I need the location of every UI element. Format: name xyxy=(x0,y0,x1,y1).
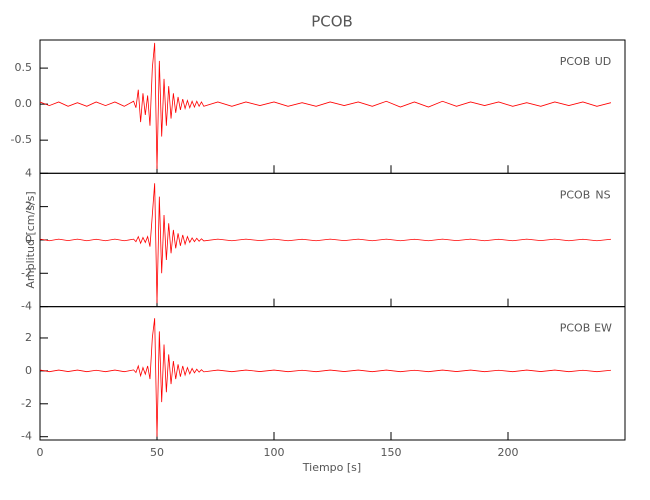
station-label: PCOB xyxy=(560,188,591,201)
y-tick-label: -2 xyxy=(21,397,32,410)
x-tick-label: 150 xyxy=(381,446,402,459)
waveform xyxy=(39,183,612,304)
y-tick-label: -0.5 xyxy=(11,133,32,146)
component-label: NS xyxy=(595,188,610,201)
x-tick-label: 200 xyxy=(498,446,519,459)
panel-frame xyxy=(39,39,626,174)
y-tick-label: 0.0 xyxy=(15,97,33,110)
waveform xyxy=(39,318,612,437)
x-tick-label: 0 xyxy=(37,446,44,459)
x-tick-label: 100 xyxy=(264,446,285,459)
x-tick-label: 50 xyxy=(150,446,164,459)
y-tick-label: -2 xyxy=(21,266,32,279)
y-tick-label: 2 xyxy=(25,200,32,213)
y-tick-label: 0.5 xyxy=(15,61,33,74)
x-axis-label: Tiempo [s] xyxy=(302,461,361,474)
component-label: EW xyxy=(594,322,612,335)
y-tick-label: -4 xyxy=(21,300,32,313)
station-label: PCOB xyxy=(560,322,591,335)
y-tick-label: 0 xyxy=(25,233,32,246)
chart-title: PCOB xyxy=(311,13,353,31)
station-label: PCOB xyxy=(560,55,591,68)
y-tick-label: 0 xyxy=(25,364,32,377)
waveform xyxy=(39,42,612,169)
y-tick-label: -4 xyxy=(21,430,32,443)
y-tick-label: 4 xyxy=(25,166,32,179)
y-axis-label: Amplitud [cm/s/s] xyxy=(24,191,37,288)
y-tick-label: 2 xyxy=(25,331,32,344)
panel-frame xyxy=(39,306,626,441)
component-label: UD xyxy=(595,55,612,68)
